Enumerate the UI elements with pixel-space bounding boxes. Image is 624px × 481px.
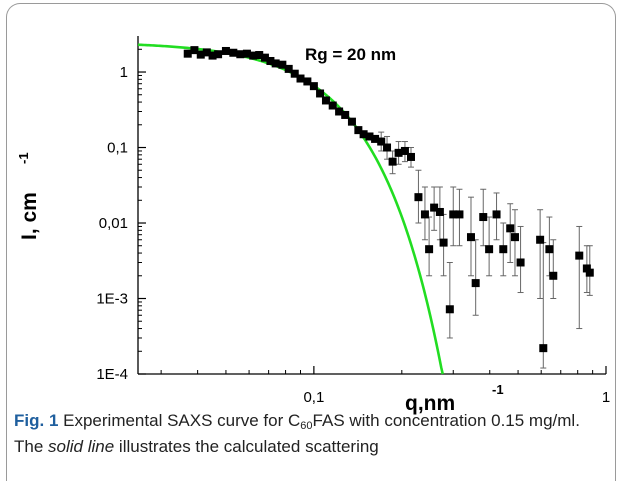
- data-point: [183, 49, 192, 58]
- data-point: [536, 235, 545, 244]
- data-point: [545, 245, 554, 254]
- data-point: [208, 51, 217, 60]
- data-point: [341, 110, 350, 119]
- data-point: [229, 48, 238, 57]
- data-point: [516, 258, 525, 267]
- x-axis-title: q,nm: [405, 392, 455, 415]
- data-point: [383, 143, 392, 152]
- data-point: [585, 268, 594, 277]
- data-point: [335, 107, 344, 116]
- data-point: [266, 56, 275, 65]
- data-point: [278, 60, 287, 69]
- y-tick-label: 1: [120, 64, 128, 81]
- data-point: [255, 51, 264, 60]
- axis-labels: q,nm -1 I, cm -1 Rg = 20 nm: [16, 45, 504, 415]
- data-point: [236, 50, 245, 59]
- caption-text-1: Experimental SAXS curve for C: [58, 411, 301, 430]
- rg-annotation: Rg = 20 nm: [305, 45, 396, 64]
- figure-caption: Fig. 1 Experimental SAXS curve for C60FA…: [14, 408, 610, 460]
- data-point: [303, 77, 312, 86]
- data-point: [328, 101, 337, 110]
- data-points: [183, 46, 594, 353]
- data-point: [388, 157, 397, 166]
- axes: 1E-4 1E-3 0,01 0,1 1 0,1 1: [96, 36, 610, 406]
- x-tick-label: 1: [602, 389, 610, 406]
- data-point: [420, 210, 429, 219]
- data-point: [582, 264, 591, 273]
- y-tick-label: 1E-3: [96, 291, 128, 308]
- y-tick-label: 1E-4: [96, 366, 128, 383]
- caption-subscript: 60: [300, 420, 313, 432]
- data-point: [445, 305, 454, 314]
- data-point: [296, 74, 305, 83]
- y-axis-title: I, cm: [18, 192, 41, 240]
- data-point: [466, 233, 475, 242]
- data-point: [406, 152, 415, 161]
- caption-italic: solid line: [48, 437, 115, 456]
- data-point: [377, 137, 386, 146]
- data-point: [499, 245, 508, 254]
- data-point: [371, 134, 380, 143]
- caption-text-2: FAS with concentration 0.15 mg/ml. The: [14, 411, 580, 456]
- data-point: [549, 271, 558, 280]
- data-point: [202, 48, 211, 57]
- data-point: [196, 50, 205, 59]
- data-point: [492, 210, 501, 219]
- data-point: [506, 224, 515, 233]
- data-point: [510, 233, 519, 242]
- data-point: [471, 279, 480, 288]
- x-tick-label: 0,1: [303, 389, 324, 406]
- data-point: [439, 238, 448, 247]
- data-point: [365, 132, 374, 141]
- data-point: [359, 130, 368, 139]
- data-point: [414, 193, 423, 202]
- data-point: [190, 46, 199, 55]
- data-point: [347, 117, 356, 126]
- data-point: [449, 210, 458, 219]
- guinier-fit-line: [137, 43, 444, 375]
- data-point: [290, 69, 299, 78]
- data-point: [539, 344, 548, 353]
- data-point: [214, 50, 223, 59]
- caption-figure-label: Fig. 1: [14, 411, 59, 430]
- x-axis-title-sup: -1: [492, 382, 504, 397]
- data-point: [575, 251, 584, 260]
- data-point: [242, 49, 251, 58]
- data-point: [316, 89, 325, 98]
- data-point: [354, 126, 363, 135]
- y-axis-title-sup: -1: [16, 152, 31, 164]
- y-tick-label: 0,1: [107, 140, 128, 157]
- data-point: [260, 53, 269, 62]
- caption-text-3: illustrates the calculated scattering: [114, 437, 379, 456]
- data-point: [425, 245, 434, 254]
- data-point: [249, 51, 258, 60]
- fit-curve: [137, 43, 444, 375]
- data-point: [455, 210, 464, 219]
- data-point: [221, 46, 230, 55]
- data-point: [400, 146, 409, 155]
- data-point: [430, 203, 439, 212]
- data-point: [321, 96, 330, 105]
- data-point: [435, 207, 444, 216]
- data-point: [271, 59, 280, 68]
- data-point: [309, 82, 318, 91]
- data-point: [485, 245, 494, 254]
- data-point: [479, 213, 488, 222]
- y-tick-label: 0,01: [99, 215, 128, 232]
- data-point: [394, 148, 403, 157]
- data-point: [284, 64, 293, 73]
